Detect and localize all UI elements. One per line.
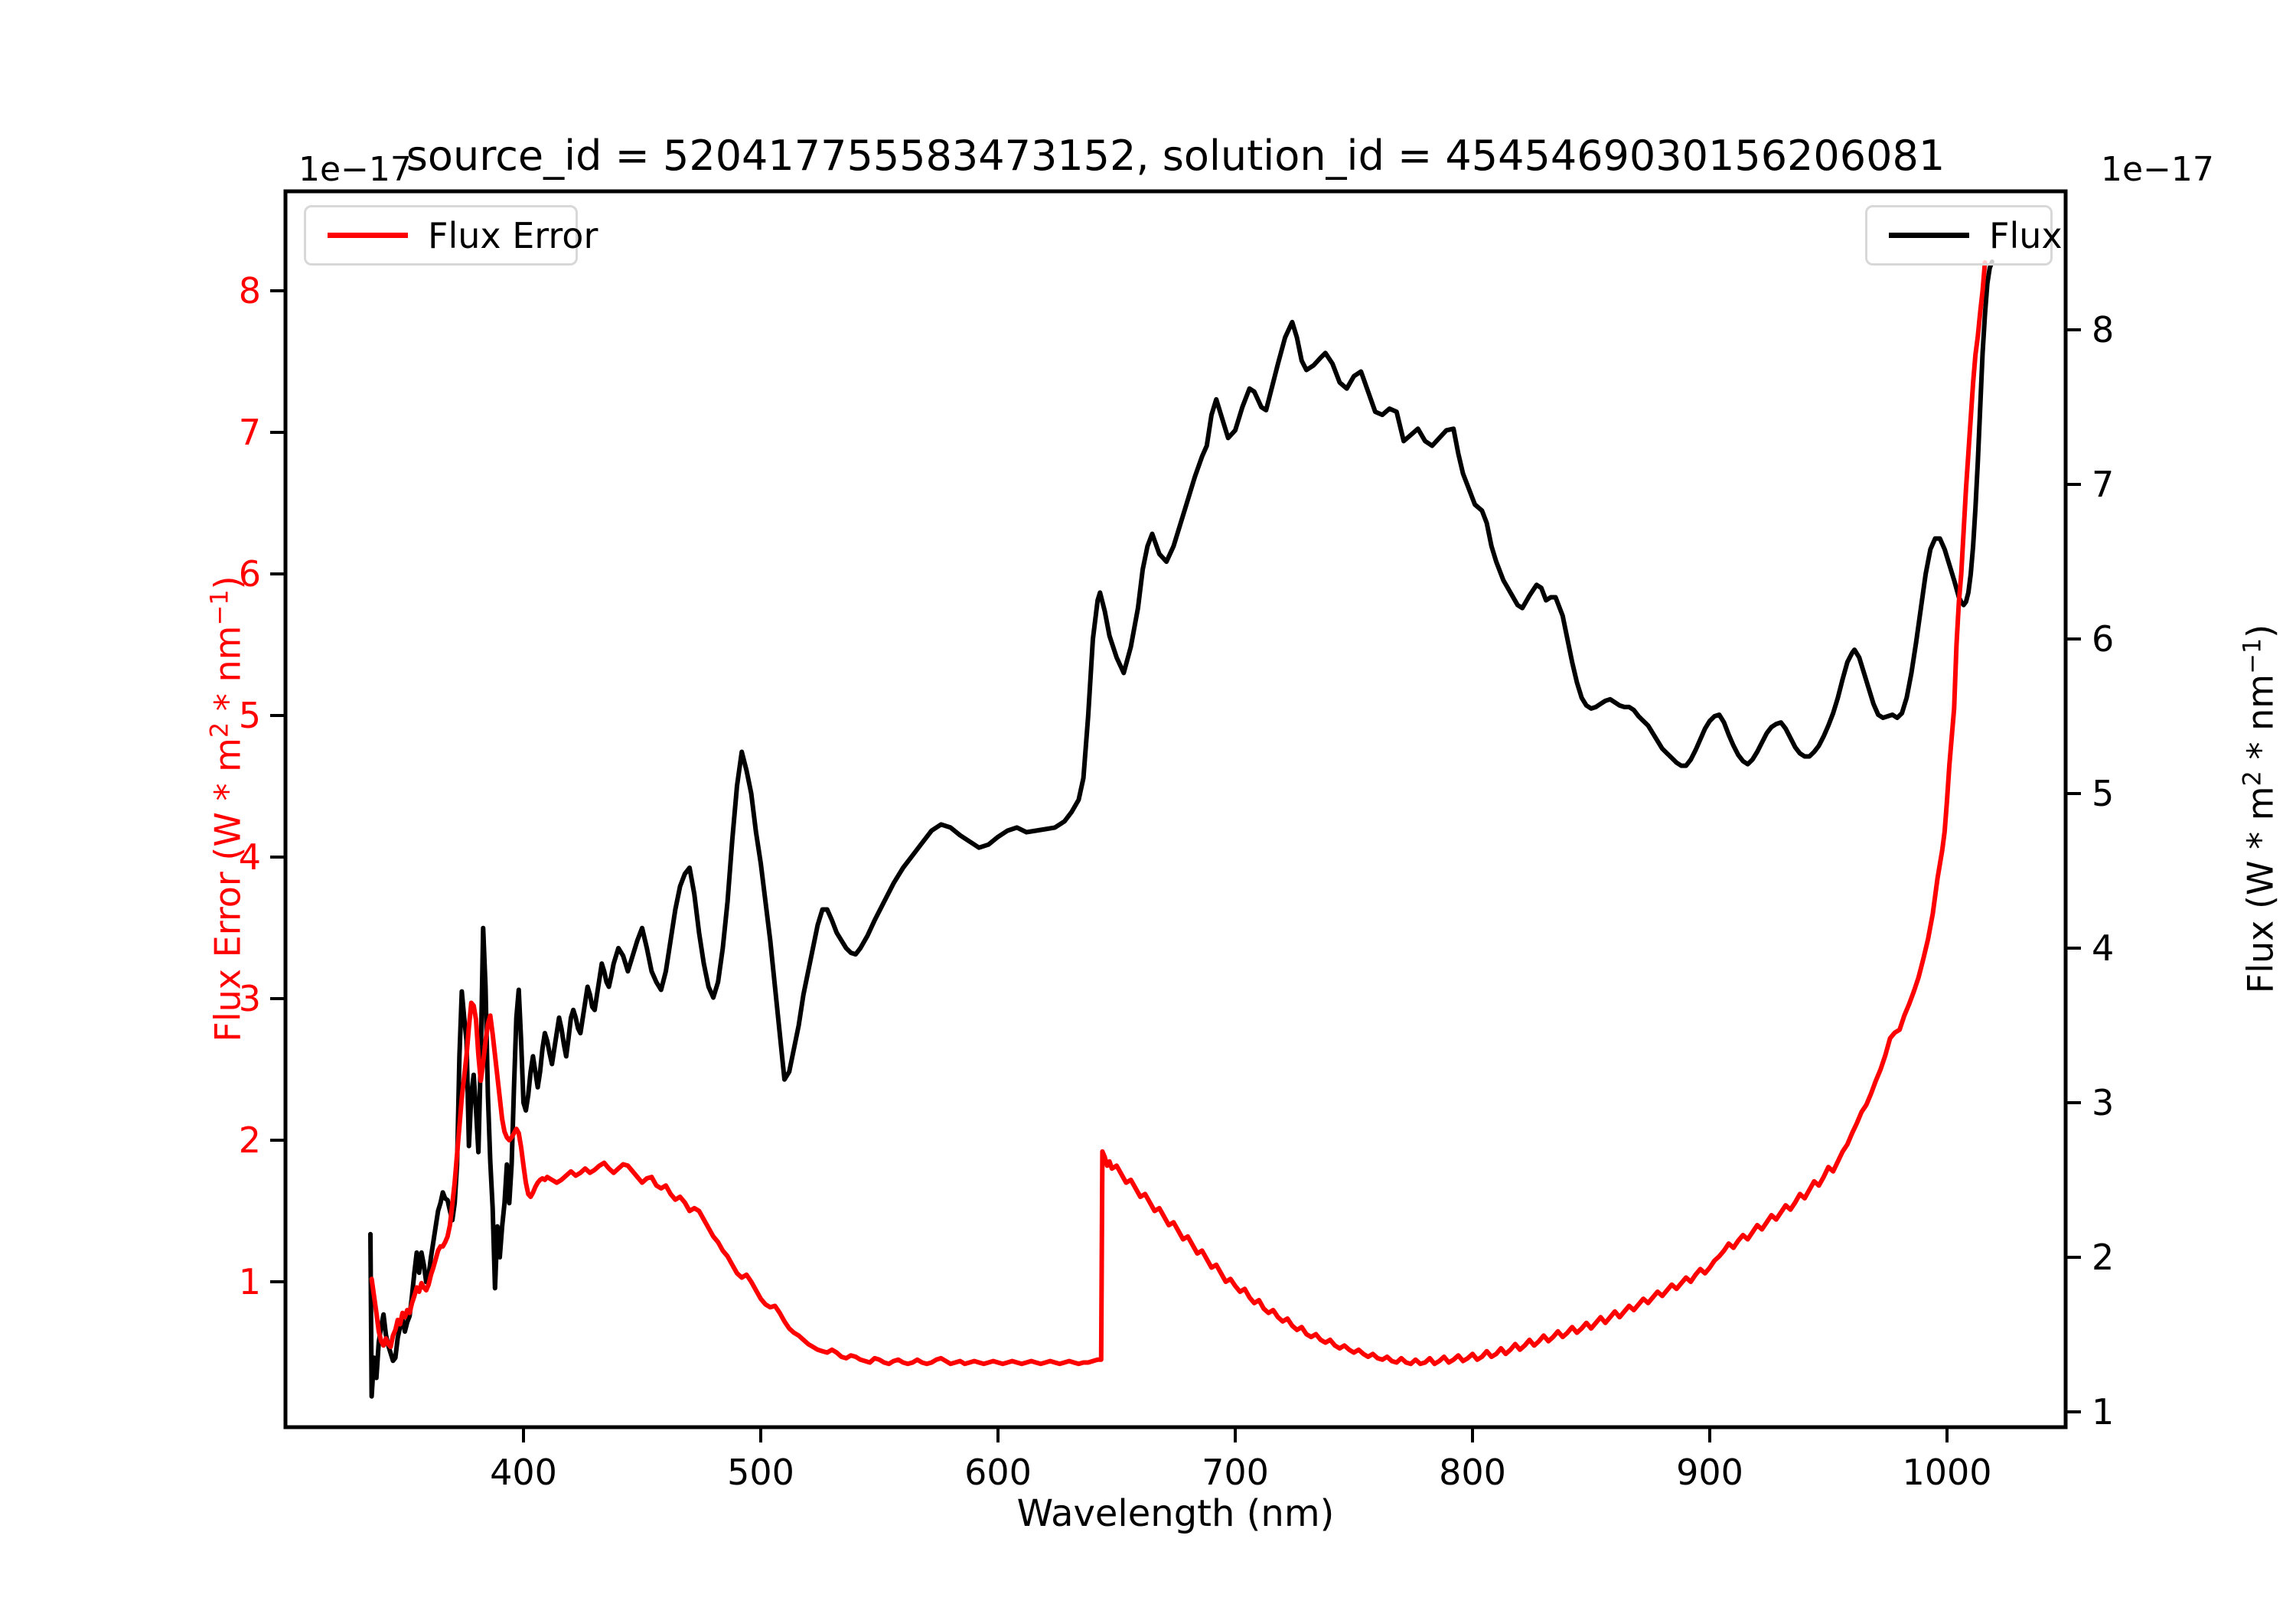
left-axis-offset-label: 1e−17 [298, 150, 412, 189]
right-axis-offset-label: 1e−17 [2101, 150, 2214, 189]
x-tick-label: 800 [1439, 1452, 1506, 1493]
y-tick-label-right: 2 [2092, 1237, 2115, 1278]
curve-flux [368, 259, 1994, 1399]
x-axis-label: Wavelength (nm) [1016, 1492, 1335, 1535]
y-tick-label-left: 2 [238, 1120, 261, 1161]
flux-legend-line [1889, 233, 1969, 238]
y-tick-label-right: 8 [2092, 309, 2115, 350]
x-tick-label: 500 [727, 1452, 794, 1493]
y-tick-label-left: 7 [238, 412, 261, 453]
y-tick-label-left: 5 [238, 695, 261, 736]
plot-border [283, 189, 2068, 1429]
x-tick-label: 1000 [1902, 1452, 1992, 1493]
curve-flux-error [369, 260, 1988, 1367]
flux-legend-label: Flux [1989, 214, 2063, 256]
legend-flux: Flux [1865, 205, 2063, 266]
flux-error-legend-line [328, 233, 408, 238]
y-tick-label-right: 4 [2092, 927, 2115, 969]
axes-layer [270, 289, 2081, 1442]
y-tick-label-right: 7 [2092, 464, 2115, 505]
flux-error-legend-label: Flux Error [428, 214, 598, 256]
x-tick-label: 400 [490, 1452, 557, 1493]
y-tick-label-left: 3 [238, 978, 261, 1019]
legend-flux-error: Flux Error [304, 205, 598, 266]
y-tick-label-right: 1 [2092, 1391, 2115, 1433]
x-tick-label: 900 [1676, 1452, 1743, 1493]
y-tick-label-right: 6 [2092, 618, 2115, 660]
plot-title: source_id = 520417755583473152, solution… [406, 132, 1945, 180]
right-y-axis-label: Flux (W * m2 * nm−1) [2237, 624, 2281, 994]
y-tick-label-right: 5 [2092, 773, 2115, 814]
y-tick-label-left: 1 [238, 1261, 261, 1302]
y-tick-label-left: 6 [238, 553, 261, 595]
y-tick-label-right: 3 [2092, 1082, 2115, 1123]
y-tick-label-left: 8 [238, 270, 261, 311]
y-tick-label-left: 4 [238, 836, 261, 878]
left-y-axis-label: Flux Error (W * m2 * nm−1) [204, 575, 249, 1042]
x-tick-label: 700 [1202, 1452, 1269, 1493]
curves-layer [368, 259, 1994, 1399]
x-tick-label: 600 [964, 1452, 1032, 1493]
